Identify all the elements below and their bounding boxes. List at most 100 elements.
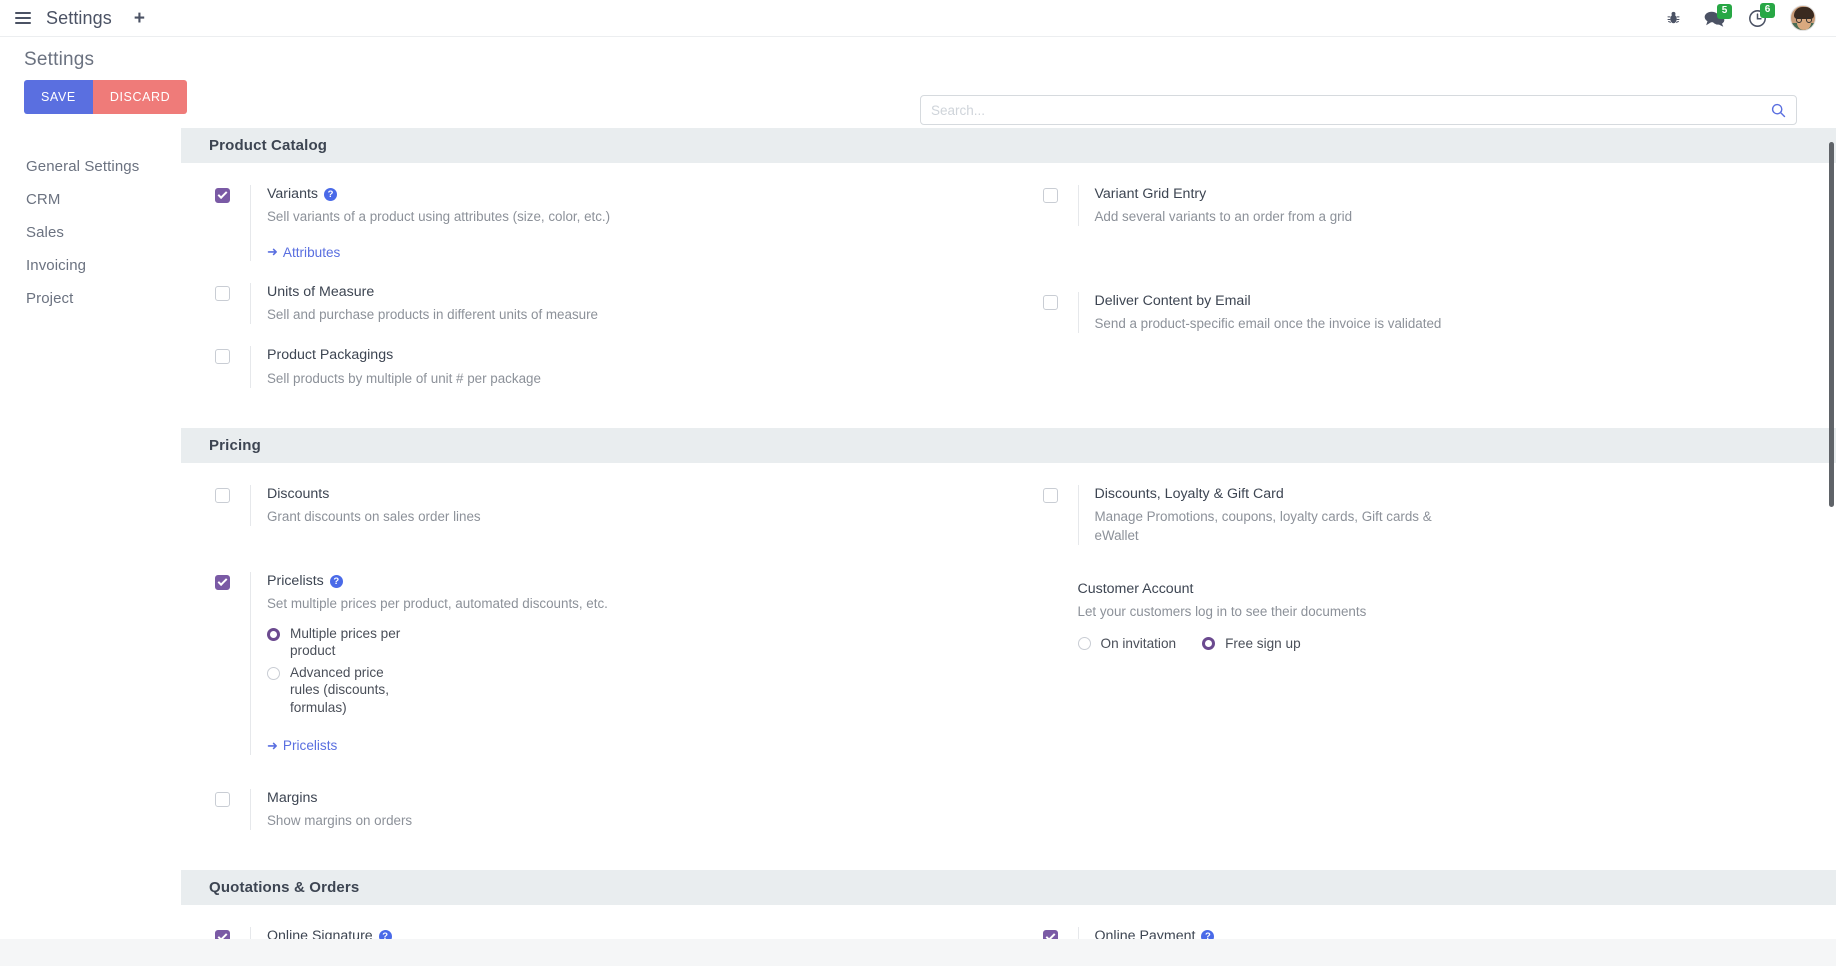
- setting-variants[interactable]: Variants ? Sell variants of a product us…: [181, 185, 1009, 262]
- setting-desc-variant-grid-entry: Add several variants to an order from a …: [1094, 209, 1353, 225]
- checkbox-pricelists[interactable]: [215, 574, 230, 590]
- setting-title-units-of-measure: Units of Measure: [267, 284, 375, 301]
- help-icon[interactable]: ?: [329, 574, 343, 588]
- radio-label-multiple-prices-per-product: Multiple prices per product: [290, 626, 401, 659]
- section-header-product-catalog: Product Catalog: [181, 128, 1836, 163]
- search-icon[interactable]: [1771, 103, 1786, 118]
- setting-title-margins: Margins: [267, 789, 318, 806]
- settings-column-left: Variants ? Sell variants of a product us…: [181, 185, 1009, 410]
- top-navbar: Settings + 5: [0, 0, 1836, 37]
- help-icon[interactable]: ?: [378, 930, 392, 939]
- search-input[interactable]: [931, 102, 1771, 118]
- breadcrumb: Settings: [24, 49, 95, 70]
- radio-label-advanced-price-rules: Advanced price rules (discounts, formula…: [290, 664, 389, 715]
- checkbox-online-signature[interactable]: [215, 930, 230, 939]
- radio-indicator: [267, 666, 280, 680]
- help-icon[interactable]: ?: [324, 188, 337, 202]
- action-buttons: SAVE DISCARD: [24, 80, 188, 114]
- setting-desc-variants: Sell variants of a product using attribu…: [267, 209, 611, 225]
- setting-desc-product-packagings: Sell products by multiple of unit # per …: [267, 370, 541, 386]
- messages-badge-count: 5: [1717, 3, 1732, 19]
- vertical-scrollbar-thumb[interactable]: [1829, 142, 1834, 507]
- arrow-right-icon: ➜: [267, 737, 278, 753]
- setting-title-discounts: Discounts: [267, 485, 330, 502]
- search-area: [920, 95, 1797, 125]
- sidebar-item-invoicing[interactable]: Invoicing: [26, 257, 87, 274]
- settings-column-right: Variant Grid Entry Add several variants …: [1009, 185, 1836, 410]
- setting-deliver-content-by-email[interactable]: Deliver Content by Email Send a product-…: [1009, 292, 1836, 334]
- checkbox-discounts-loyalty-gift-card[interactable]: [1042, 487, 1058, 503]
- setting-discounts-loyalty-gift-card[interactable]: Discounts, Loyalty & Gift Card Manage Pr…: [1009, 484, 1836, 545]
- search-box[interactable]: [920, 95, 1797, 125]
- new-tab-plus-icon[interactable]: +: [133, 7, 145, 29]
- link-attributes[interactable]: ➜ Attributes: [267, 244, 340, 260]
- sidebar-item-project[interactable]: Project: [26, 290, 74, 307]
- arrow-right-icon: ➜: [267, 244, 278, 260]
- setting-pricelists[interactable]: Pricelists ? Set multiple prices per pro…: [181, 571, 1009, 755]
- setting-desc-discounts: Grant discounts on sales order lines: [267, 508, 481, 524]
- link-pricelists[interactable]: ➜ Pricelists: [267, 738, 337, 754]
- section-body-quotations-orders: Online Signature ? Request an online sig…: [181, 905, 1836, 939]
- section-body-product-catalog: Variants ? Sell variants of a product us…: [181, 163, 1836, 428]
- setting-margins[interactable]: Margins Show margins on orders: [181, 788, 1009, 831]
- setting-title-online-signature: Online Signature: [267, 928, 373, 939]
- activities-badge-count: 6: [1760, 2, 1775, 18]
- setting-title-discounts-loyalty-gift-card: Discounts, Loyalty & Gift Card: [1094, 485, 1284, 502]
- setting-title-deliver-content-by-email: Deliver Content by Email: [1094, 293, 1251, 310]
- sidebar-item-sales[interactable]: Sales: [26, 224, 65, 241]
- discard-button[interactable]: DISCARD: [92, 80, 188, 114]
- checkbox-product-packagings[interactable]: [215, 349, 230, 365]
- app-brand-settings[interactable]: Settings: [46, 7, 112, 28]
- checkbox-variants[interactable]: [215, 188, 230, 203]
- vertical-scrollbar-track[interactable]: [1827, 128, 1836, 939]
- radio-free-sign-up[interactable]: Free sign up: [1202, 635, 1301, 652]
- setting-discounts[interactable]: Discounts Grant discounts on sales order…: [181, 484, 1009, 526]
- control-panel: Settings SAVE DISCARD: [0, 37, 1836, 128]
- setting-product-packagings[interactable]: Product Packagings Sell products by mult…: [181, 346, 1009, 388]
- navbar-systray: 5 6: [1666, 2, 1822, 31]
- pricing-column-left: Discounts Grant discounts on sales order…: [181, 484, 1009, 853]
- link-attributes-label: Attributes: [282, 244, 341, 260]
- setting-desc-units-of-measure: Sell and purchase products in different …: [267, 307, 598, 323]
- checkbox-discounts[interactable]: [215, 487, 230, 503]
- radio-indicator: [267, 628, 280, 642]
- settings-body: General Settings CRM Sales Invoicing Pro…: [0, 128, 1836, 939]
- sidebar-item-crm[interactable]: CRM: [26, 191, 61, 208]
- setting-title-product-packagings: Product Packagings: [267, 347, 394, 364]
- setting-desc-discounts-loyalty-gift-card: Manage Promotions, coupons, loyalty card…: [1094, 508, 1432, 543]
- checkbox-units-of-measure[interactable]: [215, 286, 230, 302]
- setting-title-customer-account: Customer Account: [1077, 580, 1194, 597]
- settings-content: Product Catalog Variants ? Sell variants…: [165, 128, 1836, 939]
- setting-title-online-payment: Online Payment: [1094, 928, 1196, 939]
- bug-icon[interactable]: [1666, 10, 1681, 26]
- avatar[interactable]: [1790, 5, 1816, 31]
- setting-desc-margins: Show margins on orders: [267, 813, 413, 829]
- checkbox-margins[interactable]: [215, 791, 230, 807]
- hamburger-icon[interactable]: [10, 5, 36, 31]
- activities-clock-icon[interactable]: 6: [1748, 2, 1775, 28]
- checkbox-deliver-content-by-email[interactable]: [1042, 295, 1058, 311]
- radio-on-invitation[interactable]: On invitation: [1077, 635, 1176, 652]
- radio-indicator: [1077, 637, 1091, 651]
- setting-units-of-measure[interactable]: Units of Measure Sell and purchase produ…: [181, 283, 1009, 325]
- section-body-pricing: Discounts Grant discounts on sales order…: [181, 463, 1836, 871]
- save-button[interactable]: SAVE: [24, 80, 93, 114]
- setting-variant-grid-entry[interactable]: Variant Grid Entry Add several variants …: [1009, 185, 1836, 227]
- radio-indicator: [1202, 637, 1216, 651]
- checkbox-variant-grid-entry[interactable]: [1042, 188, 1058, 203]
- setting-online-payment[interactable]: Online Payment ? Request an online payme…: [1009, 927, 1836, 939]
- messages-icon[interactable]: 5: [1704, 3, 1732, 27]
- setting-online-signature[interactable]: Online Signature ? Request an online sig…: [181, 927, 1009, 939]
- radio-multiple-prices-per-product[interactable]: Multiple prices per product: [267, 625, 979, 660]
- pricing-column-right: Discounts, Loyalty & Gift Card Manage Pr…: [1009, 484, 1836, 853]
- settings-sidebar: General Settings CRM Sales Invoicing Pro…: [0, 128, 165, 939]
- setting-customer-account: Customer Account Let your customers log …: [1009, 580, 1836, 653]
- pricelist-mode-radio-group: Multiple prices per product Advanced pri…: [267, 625, 979, 716]
- setting-desc-pricelists: Set multiple prices per product, automat…: [267, 595, 608, 611]
- sidebar-item-general-settings[interactable]: General Settings: [26, 158, 140, 175]
- quotations-column-right: Online Payment ? Request an online payme…: [1009, 927, 1836, 939]
- help-icon[interactable]: ?: [1201, 930, 1215, 939]
- checkbox-online-payment[interactable]: [1042, 930, 1058, 939]
- radio-advanced-price-rules[interactable]: Advanced price rules (discounts, formula…: [267, 664, 979, 716]
- setting-title-variant-grid-entry: Variant Grid Entry: [1094, 186, 1207, 202]
